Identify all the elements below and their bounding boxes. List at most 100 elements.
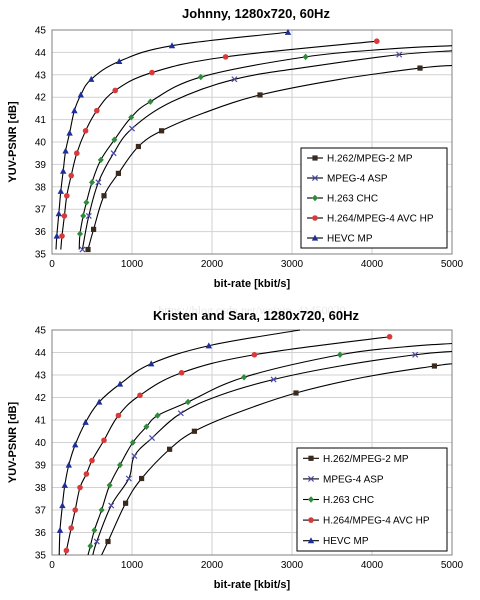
legend-label: HEVC MP bbox=[323, 536, 369, 547]
data-point bbox=[241, 374, 247, 381]
data-point bbox=[82, 128, 89, 134]
legend-label: H.262/MPEG-2 MP bbox=[327, 154, 413, 165]
data-point bbox=[116, 380, 124, 387]
data-point bbox=[257, 92, 263, 98]
legend-item: H.264/MPEG-4 AVC HP bbox=[307, 214, 434, 225]
legend-marker bbox=[308, 496, 314, 503]
chart-title: Johnny, 1280x720, 60Hz bbox=[182, 6, 330, 21]
data-point bbox=[396, 51, 403, 58]
data-point bbox=[85, 212, 92, 219]
x-tick-labels: 0 1000 2000 3000 4000 5000 bbox=[49, 259, 463, 270]
data-point bbox=[91, 226, 97, 232]
plot-frame bbox=[51, 329, 453, 556]
data-point bbox=[137, 392, 143, 399]
data-point bbox=[110, 150, 117, 157]
data-point bbox=[131, 452, 138, 460]
y-axis-label: YUV-PSNR [dB] bbox=[7, 402, 19, 484]
data-point bbox=[191, 428, 197, 434]
data-point bbox=[61, 213, 68, 219]
legend-marker bbox=[311, 234, 319, 241]
data-point bbox=[129, 439, 136, 446]
legend-marker bbox=[312, 194, 318, 202]
legend-marker bbox=[307, 537, 315, 544]
data-point bbox=[77, 91, 84, 98]
data-point bbox=[83, 471, 90, 477]
data-point bbox=[77, 230, 83, 238]
data-point bbox=[79, 246, 86, 253]
legend-box bbox=[296, 447, 448, 552]
data-point bbox=[148, 360, 155, 367]
x-tick-label: 1000 bbox=[121, 560, 144, 571]
legend-marker bbox=[311, 174, 319, 182]
data-point bbox=[205, 342, 212, 349]
x-tick-label: 5000 bbox=[441, 259, 464, 270]
data-point bbox=[91, 527, 98, 534]
series-line bbox=[81, 50, 452, 250]
series-triangle bbox=[56, 329, 301, 555]
y-tick-label: 45 bbox=[35, 326, 47, 337]
series-diamond bbox=[87, 342, 452, 555]
legend-marker bbox=[312, 155, 318, 161]
data-point bbox=[57, 187, 64, 194]
legend-item: H.263 CHC bbox=[307, 194, 378, 205]
data-point bbox=[63, 547, 70, 554]
watermark: https://blog.csdn.net/weixin_41450020 bbox=[158, 303, 345, 317]
y-tick-labels: 35 36 37 38 39 40 41 42 43 44 45 bbox=[35, 326, 47, 562]
data-point bbox=[65, 461, 72, 468]
data-point bbox=[293, 390, 299, 396]
y-tick-label: 44 bbox=[35, 348, 47, 359]
data-point bbox=[101, 193, 107, 199]
legend-label: H.263 CHC bbox=[327, 194, 378, 205]
series-square bbox=[85, 64, 452, 253]
data-point bbox=[101, 437, 107, 444]
chart-johnny: Johnny, 1280x720, 60Hz 0 1000 2000 3000 4000 5… bbox=[7, 6, 464, 290]
legend-label: MPEG-4 ASP bbox=[327, 174, 388, 185]
data-point bbox=[154, 412, 161, 419]
y-tick-label: 45 bbox=[35, 26, 47, 37]
data-point bbox=[68, 172, 74, 179]
data-point bbox=[147, 98, 154, 105]
data-point bbox=[105, 538, 111, 545]
y-tick-label: 35 bbox=[35, 551, 47, 562]
data-point bbox=[128, 114, 135, 121]
legend-marker bbox=[307, 475, 315, 482]
data-point bbox=[178, 369, 185, 376]
data-point bbox=[80, 212, 87, 220]
data-point bbox=[55, 210, 62, 217]
y-tick-label: 36 bbox=[35, 227, 47, 238]
data-point bbox=[251, 351, 258, 358]
x-tick-label: 2000 bbox=[201, 560, 224, 571]
data-point bbox=[168, 42, 176, 49]
data-point bbox=[72, 507, 78, 513]
data-point bbox=[72, 441, 79, 448]
data-point bbox=[60, 167, 67, 174]
y-tick-label: 39 bbox=[35, 160, 47, 171]
data-point bbox=[62, 147, 69, 154]
legend-label: H.264/MPEG-4 AVC HP bbox=[327, 214, 434, 225]
data-point bbox=[270, 376, 277, 383]
y-tick-label: 37 bbox=[35, 506, 47, 517]
data-point bbox=[167, 446, 173, 452]
data-point bbox=[374, 38, 380, 44]
data-point bbox=[95, 179, 102, 186]
data-point bbox=[89, 179, 95, 186]
x-axis-label: bit-rate [kbit/s] bbox=[214, 278, 291, 290]
data-point bbox=[417, 65, 423, 71]
y-tick-label: 42 bbox=[35, 93, 47, 104]
data-point bbox=[231, 76, 238, 83]
x-tick-label: 0 bbox=[49, 259, 55, 270]
y-tick-label: 39 bbox=[35, 461, 47, 472]
data-point bbox=[93, 538, 100, 545]
x-tick-label: 4000 bbox=[361, 259, 384, 270]
y-tick-label: 43 bbox=[35, 371, 47, 382]
data-point bbox=[66, 129, 73, 136]
series-x bbox=[79, 50, 452, 253]
x-tick-label: 4000 bbox=[361, 560, 384, 571]
data-point bbox=[82, 418, 89, 425]
plot-frame bbox=[51, 29, 453, 255]
chart-kristen-and-sara: Kristen and Sara, 1280x720, 60Hz 0 1000 200… bbox=[7, 308, 464, 591]
data-point bbox=[64, 192, 70, 199]
legend-item: HEVC MP bbox=[307, 234, 373, 245]
series-diamond bbox=[77, 45, 452, 250]
